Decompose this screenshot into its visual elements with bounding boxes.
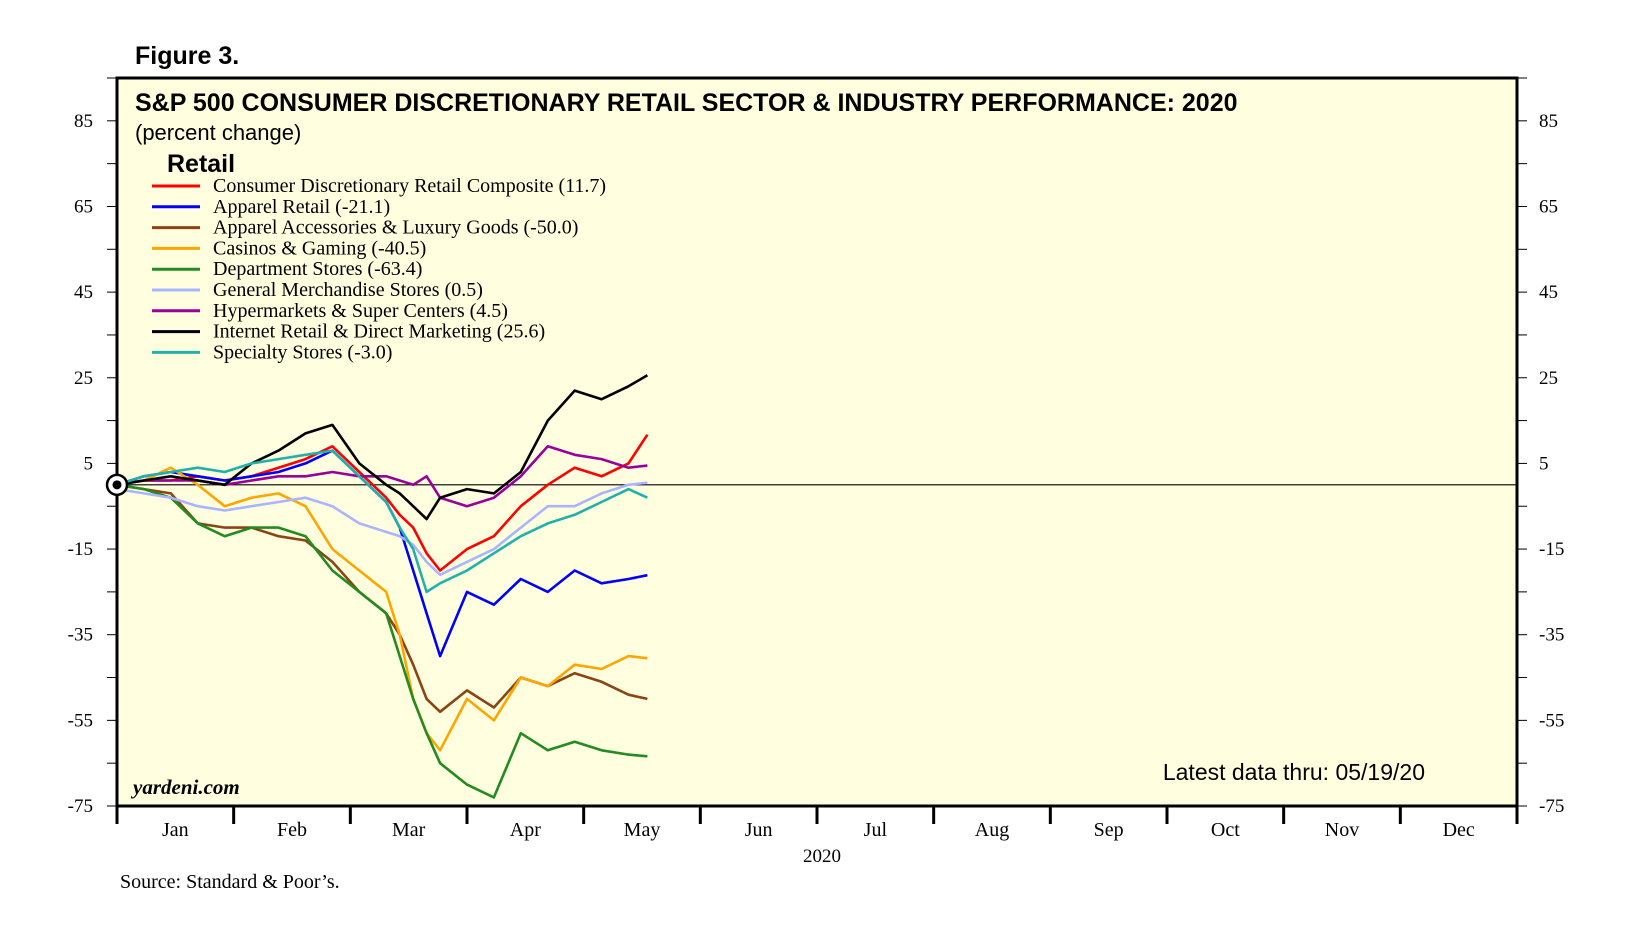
y-axis-left: 85 65 45 25 5 -15 -35 -55 -75 (68, 77, 118, 817)
legend-item: Consumer Discretionary Retail Composite … (213, 175, 606, 197)
x-tick-label: Dec (1443, 819, 1475, 841)
legend: Consumer Discretionary Retail Composite … (152, 175, 606, 363)
source-note: Source: Standard & Poor’s. (120, 871, 340, 893)
y-tick-label-left: -55 (68, 710, 93, 731)
y-tick-label-right: -15 (1539, 539, 1564, 560)
y-tick-label-left: 85 (74, 111, 93, 132)
plot-area (115, 76, 1519, 808)
legend-title: Retail (167, 150, 235, 178)
x-tick-label: Jun (745, 819, 773, 841)
y-tick-label-right: 45 (1539, 282, 1558, 303)
legend-item: Department Stores (-63.4) (213, 258, 422, 280)
latest-data-note: Latest data thru: 05/19/20 (1163, 759, 1425, 785)
series-group (116, 374, 649, 799)
y-tick-label-right: 5 (1539, 453, 1549, 474)
y-tick-label-right: -55 (1539, 710, 1564, 731)
legend-item: General Merchandise Stores (0.5) (213, 279, 483, 301)
series-line-6 (116, 481, 648, 577)
y-tick-label-left: 5 (84, 453, 94, 474)
chart-subtitle: (percent change) (135, 120, 301, 145)
series-line-8 (116, 374, 649, 521)
x-tick-label: Nov (1325, 819, 1359, 841)
x-tick-label: May (624, 819, 661, 841)
x-tick-label: Apr (510, 819, 541, 841)
legend-item: Internet Retail & Direct Marketing (25.6… (213, 321, 545, 343)
x-axis-title: 2020 (803, 846, 841, 867)
origin-marker-dot (112, 480, 122, 490)
x-tick-label: Oct (1211, 819, 1240, 841)
watermark: yardeni.com (130, 775, 240, 799)
legend-item: Hypermarkets & Super Centers (4.5) (213, 300, 508, 322)
legend-item: Specialty Stores (-3.0) (213, 341, 392, 363)
y-tick-label-right: -35 (1539, 625, 1564, 646)
y-tick-label-left: 65 (74, 196, 93, 217)
x-axis: Jan Feb Mar Apr May Jun Jul Aug Sep Oct Nov Dec (115, 806, 1519, 841)
x-tick-label: Feb (277, 819, 307, 841)
y-tick-label-left: 25 (74, 368, 93, 389)
x-tick-label: Sep (1094, 819, 1124, 841)
y-tick-label-right: 65 (1539, 196, 1558, 217)
x-tick-label: Mar (392, 819, 426, 841)
y-tick-label-left: -75 (68, 796, 93, 817)
y-tick-label-left: -15 (68, 539, 93, 560)
y-tick-label-right: 85 (1539, 111, 1558, 132)
series-line-4 (116, 466, 648, 752)
series-line-5 (116, 483, 648, 799)
series-line-9 (116, 449, 648, 594)
y-tick-label-right: 25 (1539, 368, 1558, 389)
figure-label: Figure 3. (135, 42, 239, 70)
x-tick-label: Jan (162, 819, 189, 841)
x-tick-label: Jul (864, 819, 888, 841)
legend-item: Apparel Accessories & Luxury Goods (-50.… (213, 217, 578, 239)
y-tick-label-right: -75 (1539, 796, 1564, 817)
y-tick-label-left: 45 (74, 282, 93, 303)
y-tick-label-left: -35 (68, 625, 93, 646)
x-tick-label: Aug (975, 819, 1009, 841)
legend-item: Casinos & Gaming (-40.5) (213, 237, 426, 259)
chart-title: S&P 500 CONSUMER DISCRETIONARY RETAIL SE… (135, 89, 1238, 117)
legend-item: Apparel Retail (-21.1) (213, 196, 390, 218)
y-axis-right: 85 65 45 25 5 -15 -35 -55 -75 (1516, 77, 1564, 817)
